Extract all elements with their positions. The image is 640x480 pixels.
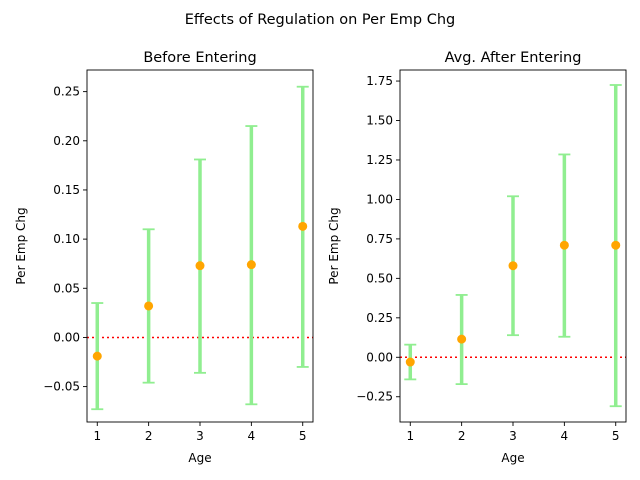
y-axis-label: Per Emp Chg	[327, 207, 341, 284]
x-tick-label: 1	[93, 429, 101, 443]
x-tick-label: 2	[458, 429, 466, 443]
data-point	[298, 221, 308, 231]
data-point	[559, 240, 569, 250]
panel-title: Before Entering	[143, 50, 256, 66]
y-tick-label: 0.00	[53, 330, 80, 344]
x-axis-label: Age	[501, 451, 524, 465]
y-tick-label: 0.15	[53, 183, 80, 197]
data-point	[457, 334, 467, 344]
x-axis-label: Age	[188, 451, 211, 465]
y-tick-label: 0.10	[53, 232, 80, 246]
data-point	[144, 301, 154, 311]
x-tick-label: 4	[561, 429, 569, 443]
data-point	[195, 261, 205, 271]
chart-panel-avg-after-entering: Avg. After Entering 1 2 3 4 5 −0.25 0.00 0.25 0.5…	[327, 50, 627, 465]
y-tick-label: 1.75	[366, 74, 393, 88]
y-tick-label: 1.00	[366, 192, 393, 206]
y-tick-label: 0.20	[53, 134, 80, 148]
x-tick-label: 2	[145, 429, 153, 443]
y-tick-label: 1.25	[366, 153, 393, 167]
x-tick-label: 3	[196, 429, 204, 443]
x-tick-label: 4	[248, 429, 256, 443]
y-tick-label: 1.50	[366, 114, 393, 128]
data-point	[508, 261, 518, 271]
x-tick-label: 1	[406, 429, 414, 443]
chart-panel-before-entering: Before Entering 1 2 3 4 5 −0.05 0.00 0.05 0.10 0.1…	[14, 50, 314, 465]
data-point	[246, 260, 256, 270]
y-tick-label: 0.25	[53, 85, 80, 99]
data-point	[611, 240, 621, 250]
figure-suptitle: Effects of Regulation on Per Emp Chg	[185, 12, 456, 28]
y-tick-label: 0.75	[366, 232, 393, 246]
y-tick-label: −0.25	[356, 390, 393, 404]
data-point	[405, 357, 415, 367]
x-tick-label: 3	[509, 429, 517, 443]
y-tick-label: 0.25	[366, 311, 393, 325]
y-tick-label: 0.05	[53, 281, 80, 295]
panel-title: Avg. After Entering	[445, 50, 582, 66]
x-tick-label: 5	[612, 429, 620, 443]
x-tick-label: 5	[299, 429, 307, 443]
y-axis-label: Per Emp Chg	[14, 207, 28, 284]
data-point	[92, 351, 102, 361]
y-tick-label: −0.05	[43, 380, 80, 394]
y-tick-label: 0.00	[366, 350, 393, 364]
y-tick-label: 0.50	[366, 271, 393, 285]
